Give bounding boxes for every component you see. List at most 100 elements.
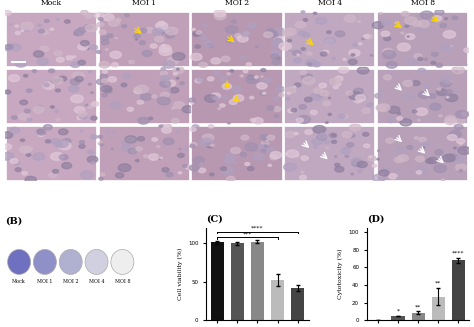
Circle shape <box>447 122 452 124</box>
Circle shape <box>326 147 328 149</box>
Circle shape <box>173 53 185 60</box>
Circle shape <box>460 151 463 153</box>
Circle shape <box>357 161 367 168</box>
Circle shape <box>91 162 95 164</box>
Circle shape <box>243 70 248 73</box>
Circle shape <box>197 78 203 82</box>
Circle shape <box>74 33 78 35</box>
Circle shape <box>206 143 213 148</box>
Circle shape <box>225 159 233 164</box>
Circle shape <box>293 86 296 88</box>
Circle shape <box>178 153 184 158</box>
Circle shape <box>72 72 84 79</box>
Circle shape <box>301 156 308 160</box>
Circle shape <box>210 144 214 146</box>
Circle shape <box>58 76 67 81</box>
Circle shape <box>91 116 97 120</box>
Circle shape <box>85 25 97 32</box>
Circle shape <box>101 86 112 92</box>
Text: MOI 4: MOI 4 <box>318 0 342 7</box>
Circle shape <box>152 138 158 141</box>
Circle shape <box>214 10 226 17</box>
Circle shape <box>324 38 335 44</box>
Y-axis label: Cytotoxicity (%): Cytotoxicity (%) <box>338 249 343 299</box>
Circle shape <box>454 124 463 130</box>
Circle shape <box>272 51 282 57</box>
Circle shape <box>441 45 452 51</box>
Circle shape <box>189 98 196 102</box>
Circle shape <box>104 88 112 93</box>
Circle shape <box>426 159 433 164</box>
Circle shape <box>276 86 284 92</box>
Circle shape <box>121 83 127 87</box>
Circle shape <box>152 28 163 35</box>
Circle shape <box>332 58 335 59</box>
Circle shape <box>356 95 366 101</box>
Circle shape <box>80 33 82 35</box>
Circle shape <box>446 96 449 98</box>
Circle shape <box>273 97 279 101</box>
Circle shape <box>422 142 429 146</box>
Circle shape <box>378 150 380 151</box>
Circle shape <box>160 81 171 87</box>
Circle shape <box>190 145 195 148</box>
Circle shape <box>221 56 230 61</box>
Circle shape <box>295 22 306 28</box>
Circle shape <box>135 141 137 142</box>
Circle shape <box>379 13 382 14</box>
Circle shape <box>379 174 383 177</box>
Circle shape <box>18 113 30 120</box>
Circle shape <box>414 54 422 59</box>
Circle shape <box>202 134 214 141</box>
Bar <box>271 280 284 320</box>
Circle shape <box>294 132 298 135</box>
Circle shape <box>372 22 383 29</box>
FancyBboxPatch shape <box>284 11 374 66</box>
Circle shape <box>331 140 337 143</box>
Circle shape <box>89 71 92 73</box>
Circle shape <box>240 152 246 156</box>
Circle shape <box>112 132 115 133</box>
Circle shape <box>38 24 41 26</box>
Circle shape <box>222 84 232 89</box>
Circle shape <box>446 154 458 161</box>
Circle shape <box>241 31 250 36</box>
Circle shape <box>54 51 62 56</box>
Circle shape <box>71 62 80 67</box>
Circle shape <box>136 39 137 40</box>
Circle shape <box>315 17 327 24</box>
Circle shape <box>226 26 238 33</box>
Circle shape <box>372 164 377 167</box>
Circle shape <box>273 39 282 43</box>
Circle shape <box>440 76 450 82</box>
FancyBboxPatch shape <box>99 69 189 123</box>
Circle shape <box>144 155 148 158</box>
Circle shape <box>110 51 121 58</box>
Bar <box>392 316 404 320</box>
Circle shape <box>8 45 10 47</box>
Circle shape <box>15 25 18 27</box>
Circle shape <box>342 115 348 118</box>
Circle shape <box>111 63 118 67</box>
Circle shape <box>101 36 109 41</box>
Text: MOI 1: MOI 1 <box>37 279 53 284</box>
Circle shape <box>150 44 157 48</box>
Circle shape <box>56 118 60 121</box>
Circle shape <box>364 35 370 38</box>
Circle shape <box>22 172 27 175</box>
Circle shape <box>271 54 278 59</box>
Circle shape <box>94 13 104 19</box>
Circle shape <box>292 50 301 56</box>
Circle shape <box>261 69 266 72</box>
Circle shape <box>25 176 36 183</box>
Circle shape <box>440 24 447 27</box>
Circle shape <box>446 94 458 102</box>
Circle shape <box>350 134 355 137</box>
Text: MOI 4: MOI 4 <box>89 279 104 284</box>
Circle shape <box>38 133 44 137</box>
Circle shape <box>140 28 147 33</box>
Circle shape <box>401 11 409 16</box>
Circle shape <box>202 38 206 40</box>
Circle shape <box>335 164 340 166</box>
Circle shape <box>275 57 280 60</box>
